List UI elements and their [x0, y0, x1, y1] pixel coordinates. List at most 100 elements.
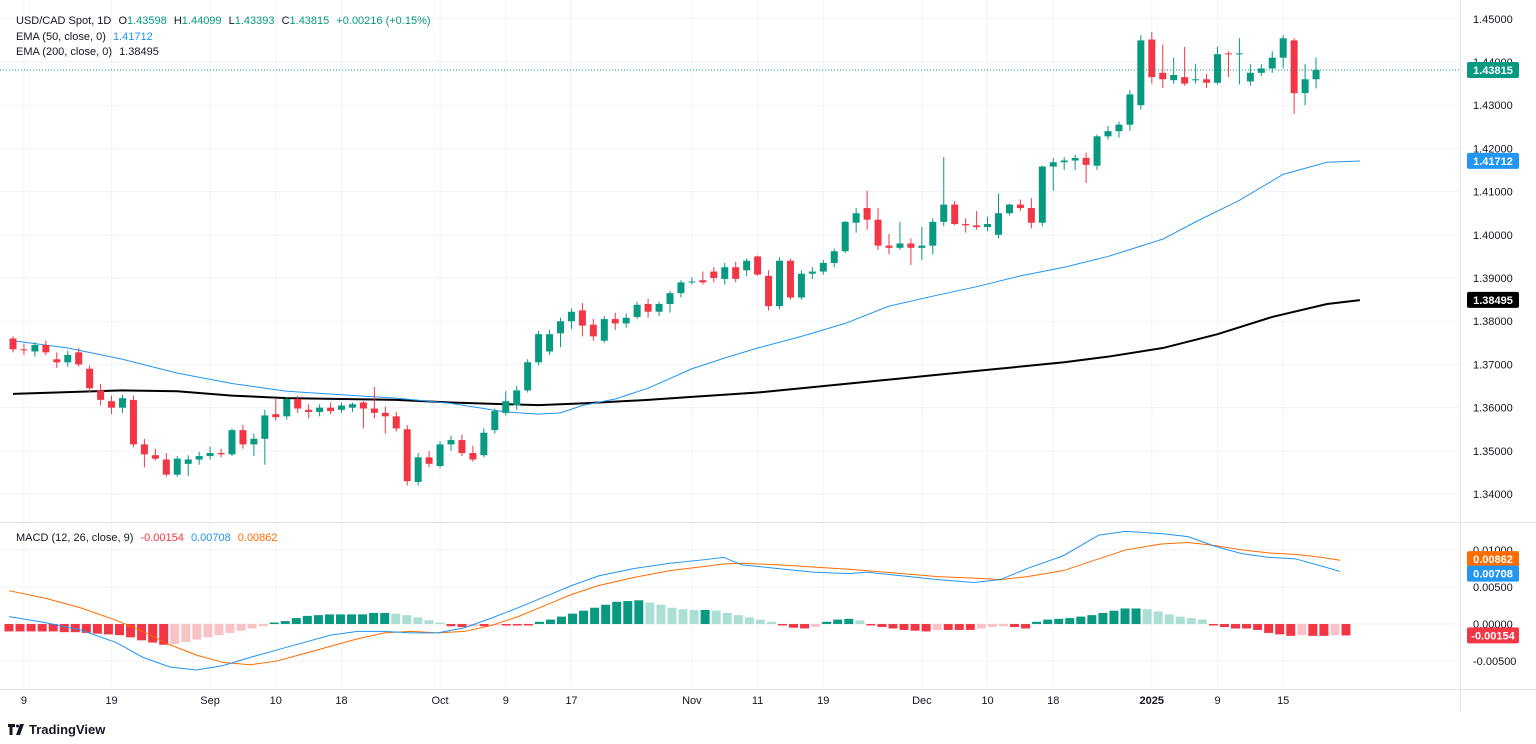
macd-histogram-bar — [1297, 624, 1307, 636]
candle-body — [1093, 136, 1101, 166]
macd-legend[interactable]: MACD (12, 26, close, 9) -0.00154 0.00708… — [16, 531, 282, 545]
candle — [9, 336, 17, 353]
macd-histogram-bar — [1109, 610, 1119, 625]
macd-signal-value: 0.00862 — [237, 532, 278, 544]
candle — [841, 221, 849, 253]
open-value: 1.43598 — [127, 15, 167, 27]
candle-body — [1279, 38, 1287, 58]
macd-histogram-bar — [976, 624, 986, 629]
candle-body — [710, 271, 718, 279]
candle-body — [414, 457, 422, 482]
macd-histogram-bar — [435, 622, 445, 625]
candle — [1224, 51, 1232, 78]
candle — [272, 399, 280, 421]
macd-signal-line — [8, 542, 1341, 666]
candle — [754, 255, 762, 276]
macd-histogram-bar — [446, 624, 456, 627]
macd-histogram-bar — [943, 624, 953, 630]
macd-histogram-bar — [291, 618, 301, 625]
candle-body — [600, 319, 608, 341]
candle-body — [940, 204, 948, 222]
macd-histogram-bar — [855, 620, 865, 625]
candle-body — [64, 354, 72, 363]
macd-lines — [8, 530, 1341, 671]
symbol-name[interactable]: USD/CAD Spot, 1D — [16, 15, 112, 27]
candle — [119, 394, 126, 413]
macd-histogram-bar — [258, 624, 268, 627]
macd-histogram-bar — [457, 624, 467, 627]
macd-line-value: 0.00708 — [190, 532, 231, 544]
macd-histogram-bar — [479, 624, 489, 627]
ema200-legend[interactable]: EMA (200, close, 0) 1.38495 — [16, 45, 163, 59]
macd-histogram-bar — [800, 624, 810, 629]
candle-body — [1246, 72, 1254, 82]
candle — [392, 411, 400, 432]
candle-body — [830, 251, 838, 263]
macd-histogram-bar — [556, 616, 566, 625]
candle — [1005, 203, 1013, 216]
macd-histogram-bar — [214, 624, 224, 636]
macd-histogram-bar — [512, 624, 522, 626]
macd-histogram-bar — [1153, 611, 1163, 625]
candle-body — [688, 281, 696, 283]
candle — [151, 448, 159, 461]
candle-body — [786, 260, 794, 298]
candle-body — [370, 408, 378, 413]
time-axis-label: 18 — [1047, 695, 1059, 707]
candle — [53, 352, 61, 368]
macd-histogram-bar — [888, 624, 898, 629]
candle — [250, 433, 258, 457]
ema50-label[interactable]: EMA (50, close, 0) — [16, 31, 106, 43]
candle-body — [447, 440, 455, 445]
ema200-label[interactable]: EMA (200, close, 0) — [16, 46, 112, 58]
ema50-layer — [12, 160, 1360, 415]
macd-histogram-bar — [1120, 608, 1130, 625]
price-axis-label: 1.39000 — [1473, 273, 1513, 285]
macd-signal-tag: 0.00862 — [1467, 551, 1519, 568]
candle-body — [1016, 204, 1024, 209]
macd-main-line — [8, 530, 1341, 671]
candle — [721, 262, 729, 285]
candle-body — [1170, 74, 1178, 81]
candle — [469, 445, 477, 462]
last-price-tag-text: 1.43815 — [1473, 65, 1513, 77]
candle — [20, 343, 28, 355]
candle — [688, 277, 696, 285]
time-axis-label: 17 — [565, 695, 577, 707]
candle-body — [1203, 79, 1211, 83]
candle-body — [1104, 131, 1112, 137]
macd-histogram-bar — [1186, 618, 1196, 625]
symbol-legend[interactable]: USD/CAD Spot, 1D O1.43598 H1.44099 L1.43… — [16, 14, 435, 28]
macd-label[interactable]: MACD (12, 26, close, 9) — [16, 532, 134, 544]
high-value: 1.44099 — [181, 15, 222, 27]
ema200-tag: 1.38495 — [1467, 291, 1519, 308]
candle — [108, 395, 116, 415]
time-axis-label: 19 — [105, 695, 117, 707]
open-label: O — [118, 15, 127, 27]
candle — [666, 291, 674, 313]
candle-body — [1082, 157, 1090, 165]
candle-body — [1005, 204, 1013, 214]
price-axis-label: 1.42000 — [1473, 143, 1513, 155]
candle — [97, 383, 105, 406]
macd-histogram-bar — [623, 601, 633, 625]
high-label: H — [173, 15, 182, 27]
macd-histogram-bar — [766, 621, 776, 625]
axes[interactable]: 1.34000 1.35000 1.36000 1.37000 1.38000 1.390… — [21, 14, 1517, 707]
candle — [370, 386, 378, 419]
ema50-legend[interactable]: EMA (50, close, 0) 1.41712 — [16, 30, 157, 44]
candle — [929, 218, 937, 255]
macd-histogram-bar — [1197, 619, 1207, 625]
macd-histogram-bar — [1330, 624, 1340, 636]
macd-histogram-bar — [711, 610, 721, 625]
macd-histogram-bar — [302, 615, 312, 625]
macd-histogram-bar — [1175, 616, 1185, 625]
macd-histogram-bar — [313, 615, 323, 625]
grid-lines — [0, 0, 1536, 712]
candle — [1290, 38, 1298, 114]
tradingview-logo[interactable]: TradingView — [8, 719, 105, 739]
candle-body — [732, 267, 740, 279]
ema50-tag-text: 1.41712 — [1473, 156, 1513, 168]
candle — [502, 391, 510, 416]
